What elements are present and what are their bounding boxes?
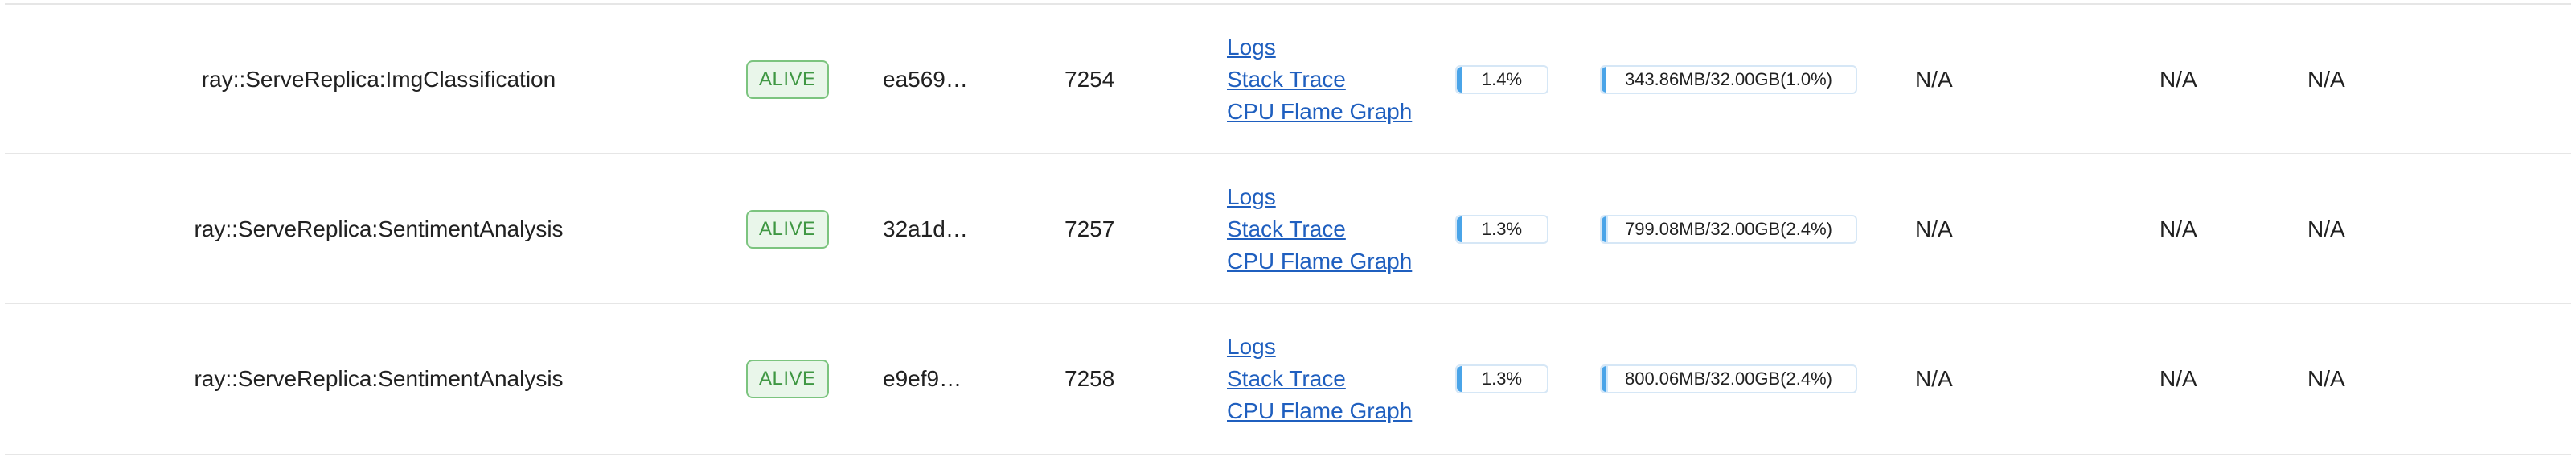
status-badge: ALIVE <box>746 60 829 99</box>
actor-name: ray::ServeReplica:ImgClassification <box>201 67 556 92</box>
cpu-flame-graph-link[interactable]: CPU Flame Graph <box>1227 99 1413 124</box>
extra-value: N/A <box>2307 366 2345 391</box>
cpu-usage-bar: 1.4% <box>1455 65 1548 94</box>
gram-value: N/A <box>2160 366 2197 391</box>
pid: 7254 <box>1064 67 1115 92</box>
gpu-value: N/A <box>1915 67 1953 92</box>
logs-link[interactable]: Logs <box>1227 334 1276 359</box>
extra-value: N/A <box>2307 67 2345 92</box>
actor-id: e9ef9… <box>883 366 962 391</box>
actor-name: ray::ServeReplica:SentimentAnalysis <box>194 216 564 241</box>
memory-usage-bar: 800.06MB/32.00GB(2.4%) <box>1600 364 1857 393</box>
memory-usage-bar: 343.86MB/32.00GB(1.0%) <box>1600 65 1857 94</box>
actions: Logs Stack Trace CPU Flame Graph <box>1227 304 1412 454</box>
stack-trace-link[interactable]: Stack Trace <box>1227 366 1346 391</box>
mem-edge <box>1602 67 1606 93</box>
cpu-usage-text: 1.3% <box>1481 368 1523 389</box>
logs-link[interactable]: Logs <box>1227 35 1276 60</box>
cpu-usage-text: 1.3% <box>1481 219 1523 239</box>
table-row: ray::ServeReplica:SentimentAnalysis ALIV… <box>5 153 2571 304</box>
cpu-flame-graph-link[interactable]: CPU Flame Graph <box>1227 398 1413 423</box>
gram-value: N/A <box>2160 216 2197 241</box>
table-row: ray::ServeReplica:SentimentAnalysis ALIV… <box>5 303 2571 455</box>
gram-value: N/A <box>2160 67 2197 92</box>
memory-usage-text: 799.08MB/32.00GB(2.4%) <box>1624 219 1833 239</box>
mem-edge <box>1602 216 1606 242</box>
actor-id: ea569… <box>883 67 968 92</box>
actor-name: ray::ServeReplica:SentimentAnalysis <box>194 366 564 391</box>
status-badge: ALIVE <box>746 360 829 398</box>
status-badge: ALIVE <box>746 210 829 249</box>
gpu-value: N/A <box>1915 366 1953 391</box>
memory-usage-bar: 799.08MB/32.00GB(2.4%) <box>1600 215 1857 244</box>
cpu-flame-graph-link[interactable]: CPU Flame Graph <box>1227 249 1413 274</box>
actions: Logs Stack Trace CPU Flame Graph <box>1227 154 1412 304</box>
stack-trace-link[interactable]: Stack Trace <box>1227 67 1346 92</box>
stack-trace-link[interactable]: Stack Trace <box>1227 216 1346 241</box>
cpu-edge <box>1457 216 1462 242</box>
pid: 7258 <box>1064 366 1115 391</box>
extra-value: N/A <box>2307 216 2345 241</box>
cpu-usage-bar: 1.3% <box>1455 215 1548 244</box>
mem-edge <box>1602 366 1606 392</box>
table-row: ray::ServeReplica:ImgClassification ALIV… <box>5 3 2571 154</box>
cpu-edge <box>1457 67 1462 93</box>
actor-id: 32a1d… <box>883 216 968 241</box>
logs-link[interactable]: Logs <box>1227 184 1276 209</box>
actions: Logs Stack Trace CPU Flame Graph <box>1227 5 1412 154</box>
cpu-usage-bar: 1.3% <box>1455 364 1548 393</box>
cpu-edge <box>1457 366 1462 392</box>
memory-usage-text: 800.06MB/32.00GB(2.4%) <box>1624 368 1833 389</box>
cpu-usage-text: 1.4% <box>1481 69 1523 89</box>
gpu-value: N/A <box>1915 216 1953 241</box>
memory-usage-text: 343.86MB/32.00GB(1.0%) <box>1624 69 1833 89</box>
pid: 7257 <box>1064 216 1115 241</box>
